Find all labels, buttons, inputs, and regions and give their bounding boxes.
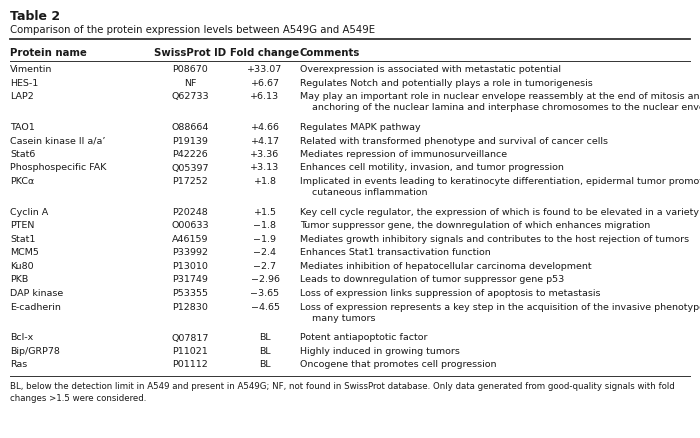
- Text: −2.7: −2.7: [253, 261, 276, 270]
- Text: Regulates Notch and potentially plays a role in tumorigenesis: Regulates Notch and potentially plays a …: [300, 78, 593, 87]
- Text: PTEN: PTEN: [10, 221, 34, 230]
- Text: P20248: P20248: [172, 208, 208, 216]
- Text: Vimentin: Vimentin: [10, 65, 52, 74]
- Text: Phosphospecific FAK: Phosphospecific FAK: [10, 163, 106, 172]
- Text: May play an important role in nuclear envelope reassembly at the end of mitosis : May play an important role in nuclear en…: [300, 92, 700, 112]
- Text: BL: BL: [259, 360, 271, 369]
- Text: Stat6: Stat6: [10, 150, 36, 159]
- Text: LAP2: LAP2: [10, 92, 34, 101]
- Text: Protein name: Protein name: [10, 48, 87, 58]
- Text: −1.9: −1.9: [253, 234, 276, 244]
- Text: O00633: O00633: [172, 221, 209, 230]
- Text: Leads to downregulation of tumor suppressor gene p53: Leads to downregulation of tumor suppres…: [300, 275, 564, 284]
- Text: Bip/GRP78: Bip/GRP78: [10, 346, 60, 355]
- Text: E-cadherin: E-cadherin: [10, 302, 61, 311]
- Text: Ras: Ras: [10, 360, 27, 369]
- Text: BL: BL: [259, 346, 271, 355]
- Text: Enhances Stat1 transactivation function: Enhances Stat1 transactivation function: [300, 248, 491, 257]
- Text: +1.8: +1.8: [253, 177, 276, 186]
- Text: Oncogene that promotes cell progression: Oncogene that promotes cell progression: [300, 360, 496, 369]
- Text: Loss of expression links suppression of apoptosis to metastasis: Loss of expression links suppression of …: [300, 288, 601, 297]
- Text: Q62733: Q62733: [172, 92, 209, 101]
- Text: P33992: P33992: [172, 248, 208, 257]
- Text: Stat1: Stat1: [10, 234, 36, 244]
- Text: P11021: P11021: [172, 346, 208, 355]
- Text: P42226: P42226: [172, 150, 208, 159]
- Text: +1.5: +1.5: [253, 208, 276, 216]
- Text: +33.07: +33.07: [247, 65, 283, 74]
- Text: Ku80: Ku80: [10, 261, 34, 270]
- Text: Casein kinase II a/a’: Casein kinase II a/a’: [10, 136, 106, 145]
- Text: P08670: P08670: [172, 65, 208, 74]
- Text: Potent antiapoptotic factor: Potent antiapoptotic factor: [300, 333, 428, 342]
- Text: Loss of expression represents a key step in the acquisition of the invasive phen: Loss of expression represents a key step…: [300, 302, 700, 322]
- Text: −4.65: −4.65: [251, 302, 279, 311]
- Text: Cyclin A: Cyclin A: [10, 208, 48, 216]
- Text: −2.96: −2.96: [251, 275, 279, 284]
- Text: Mediates inhibition of hepatocellular carcinoma development: Mediates inhibition of hepatocellular ca…: [300, 261, 592, 270]
- Text: Overexpression is associated with metastatic potential: Overexpression is associated with metast…: [300, 65, 561, 74]
- Text: Comparison of the protein expression levels between A549G and A549E: Comparison of the protein expression lev…: [10, 25, 375, 35]
- Text: Fold change: Fold change: [230, 48, 300, 58]
- Text: Regulates MAPK pathway: Regulates MAPK pathway: [300, 123, 421, 132]
- Text: PKB: PKB: [10, 275, 28, 284]
- Text: TAO1: TAO1: [10, 123, 35, 132]
- Text: Q07817: Q07817: [172, 333, 209, 342]
- Text: O88664: O88664: [172, 123, 209, 132]
- Text: P17252: P17252: [172, 177, 208, 186]
- Text: Related with transformed phenotype and survival of cancer cells: Related with transformed phenotype and s…: [300, 136, 608, 145]
- Text: SwissProt ID: SwissProt ID: [154, 48, 226, 58]
- Text: Key cell cycle regulator, the expression of which is found to be elevated in a v: Key cell cycle regulator, the expression…: [300, 208, 700, 216]
- Text: P13010: P13010: [172, 261, 208, 270]
- Text: Bcl-x: Bcl-x: [10, 333, 34, 342]
- Text: PKCα: PKCα: [10, 177, 34, 186]
- Text: BL: BL: [259, 333, 271, 342]
- Text: +3.36: +3.36: [251, 150, 279, 159]
- Text: P19139: P19139: [172, 136, 208, 145]
- Text: MCM5: MCM5: [10, 248, 39, 257]
- Text: P12830: P12830: [172, 302, 208, 311]
- Text: DAP kinase: DAP kinase: [10, 288, 63, 297]
- Text: Tumor suppressor gene, the downregulation of which enhances migration: Tumor suppressor gene, the downregulatio…: [300, 221, 650, 230]
- Text: BL, below the detection limit in A549 and present in A549G; NF, not found in Swi: BL, below the detection limit in A549 an…: [10, 381, 675, 402]
- Text: Highly induced in growing tumors: Highly induced in growing tumors: [300, 346, 460, 355]
- Text: −3.65: −3.65: [251, 288, 279, 297]
- Text: Mediates repression of immunosurveillance: Mediates repression of immunosurveillanc…: [300, 150, 507, 159]
- Text: Table 2: Table 2: [10, 10, 60, 23]
- Text: P01112: P01112: [172, 360, 208, 369]
- Text: +6.67: +6.67: [251, 78, 279, 87]
- Text: +6.13: +6.13: [251, 92, 279, 101]
- Text: P53355: P53355: [172, 288, 208, 297]
- Text: Mediates growth inhibitory signals and contributes to the host rejection of tumo: Mediates growth inhibitory signals and c…: [300, 234, 689, 244]
- Text: +3.13: +3.13: [251, 163, 279, 172]
- Text: HES-1: HES-1: [10, 78, 38, 87]
- Text: A46159: A46159: [172, 234, 209, 244]
- Text: −1.8: −1.8: [253, 221, 276, 230]
- Text: Enhances cell motility, invasion, and tumor progression: Enhances cell motility, invasion, and tu…: [300, 163, 564, 172]
- Text: −2.4: −2.4: [253, 248, 276, 257]
- Text: Comments: Comments: [300, 48, 360, 58]
- Text: +4.17: +4.17: [251, 136, 279, 145]
- Text: +4.66: +4.66: [251, 123, 279, 132]
- Text: Q05397: Q05397: [172, 163, 209, 172]
- Text: NF: NF: [184, 78, 196, 87]
- Text: Implicated in events leading to keratinocyte differentiation, epidermal tumor pr: Implicated in events leading to keratino…: [300, 177, 700, 197]
- Text: P31749: P31749: [172, 275, 208, 284]
